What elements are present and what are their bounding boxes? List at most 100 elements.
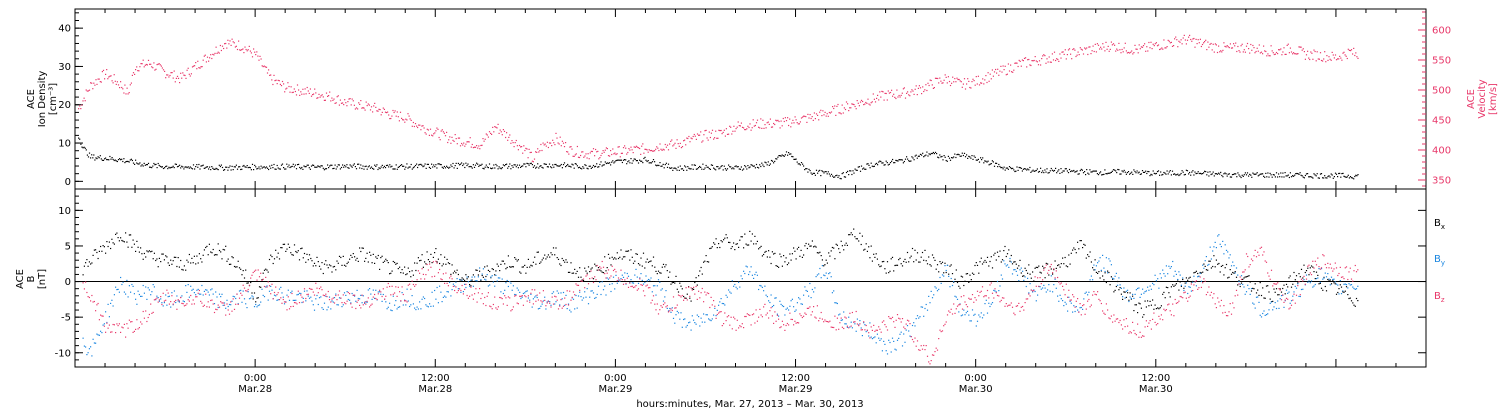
by-point: [1190, 290, 1192, 292]
density-point: [788, 152, 790, 154]
velocity-point: [998, 74, 1000, 76]
bx-point: [824, 264, 826, 266]
velocity-point: [462, 144, 464, 146]
bx-point: [91, 262, 93, 264]
velocity-point: [1183, 34, 1185, 36]
velocity-point: [239, 49, 241, 51]
density-point: [986, 161, 988, 163]
velocity-point: [554, 144, 556, 146]
density-point: [854, 168, 856, 170]
density-point: [1046, 168, 1048, 170]
velocity-point: [1279, 49, 1281, 51]
by-point: [919, 316, 921, 318]
bx-point: [829, 255, 831, 257]
density-point: [1246, 172, 1249, 174]
density-point: [464, 166, 466, 169]
bx-point: [754, 235, 756, 237]
velocity-point: [372, 111, 374, 113]
density-point: [845, 171, 848, 174]
bx-point: [901, 265, 904, 267]
density-point: [899, 159, 901, 161]
bx-point: [364, 260, 366, 262]
density-point: [918, 155, 920, 157]
density-point: [568, 165, 570, 167]
density-point: [709, 168, 711, 170]
velocity-point: [648, 149, 650, 151]
by-point: [1244, 293, 1246, 295]
bx-point: [1167, 287, 1169, 289]
bx-point: [1069, 263, 1071, 265]
velocity-point: [1082, 53, 1085, 55]
by-point: [714, 307, 716, 309]
velocity-point: [913, 93, 915, 95]
velocity-point: [1198, 42, 1200, 44]
velocity-point: [1135, 48, 1137, 50]
velocity-point: [788, 124, 790, 127]
velocity-point: [716, 137, 718, 139]
bx-point: [999, 250, 1001, 252]
bx-point: [654, 266, 656, 268]
velocity-point: [388, 114, 390, 116]
bx-point: [1187, 279, 1189, 281]
bz-point: [171, 295, 173, 297]
velocity-point: [312, 94, 314, 96]
velocity-point: [333, 98, 335, 100]
bz-point: [385, 295, 387, 297]
density-point: [849, 170, 851, 172]
velocity-point: [521, 146, 523, 148]
density-point: [366, 168, 368, 170]
density-point: [551, 167, 553, 169]
bz-point: [246, 290, 248, 292]
density-point: [1346, 176, 1348, 178]
by-point: [1265, 314, 1268, 316]
by-point: [858, 324, 860, 326]
density-point: [1081, 169, 1083, 171]
bx-point: [1189, 276, 1191, 278]
velocity-point: [513, 146, 515, 148]
by-point: [465, 286, 467, 289]
velocity-point: [661, 149, 663, 151]
density-point: [1209, 171, 1211, 173]
by-point: [1010, 261, 1012, 263]
velocity-point: [814, 118, 816, 120]
bx-point: [966, 273, 969, 275]
bz-point: [281, 302, 283, 304]
bx-point: [462, 278, 464, 280]
density-point: [167, 168, 169, 170]
density-point: [455, 162, 457, 164]
density-point: [663, 167, 665, 169]
bx-point: [547, 254, 549, 256]
density-point: [243, 164, 245, 167]
bx-point: [312, 265, 314, 267]
bz-point: [236, 293, 238, 295]
bx-point: [853, 228, 855, 230]
density-point: [1058, 169, 1060, 171]
bz-point: [439, 268, 441, 271]
density-point: [862, 168, 864, 170]
velocity-point: [1290, 51, 1293, 53]
density-point: [968, 155, 970, 157]
density-point: [669, 167, 671, 169]
velocity-point: [233, 42, 235, 44]
velocity-point: [677, 143, 679, 145]
velocity-point: [583, 156, 585, 158]
velocity-point: [440, 130, 442, 132]
bx-point: [562, 259, 565, 262]
bz-point: [361, 294, 363, 296]
density-point: [852, 170, 854, 172]
by-point: [381, 300, 383, 302]
density-point: [847, 170, 849, 172]
bz-point: [170, 301, 172, 303]
density-point: [654, 161, 656, 163]
velocity-point: [1102, 43, 1104, 45]
velocity-point: [205, 61, 207, 63]
density-point: [439, 163, 441, 166]
bx-point: [100, 245, 102, 248]
bx-point: [255, 301, 257, 303]
velocity-point: [864, 103, 866, 105]
bz-point: [337, 294, 339, 296]
bx-point: [422, 266, 424, 268]
velocity-point: [693, 133, 695, 136]
velocity-point: [165, 77, 167, 79]
bx-point: [1165, 286, 1167, 288]
